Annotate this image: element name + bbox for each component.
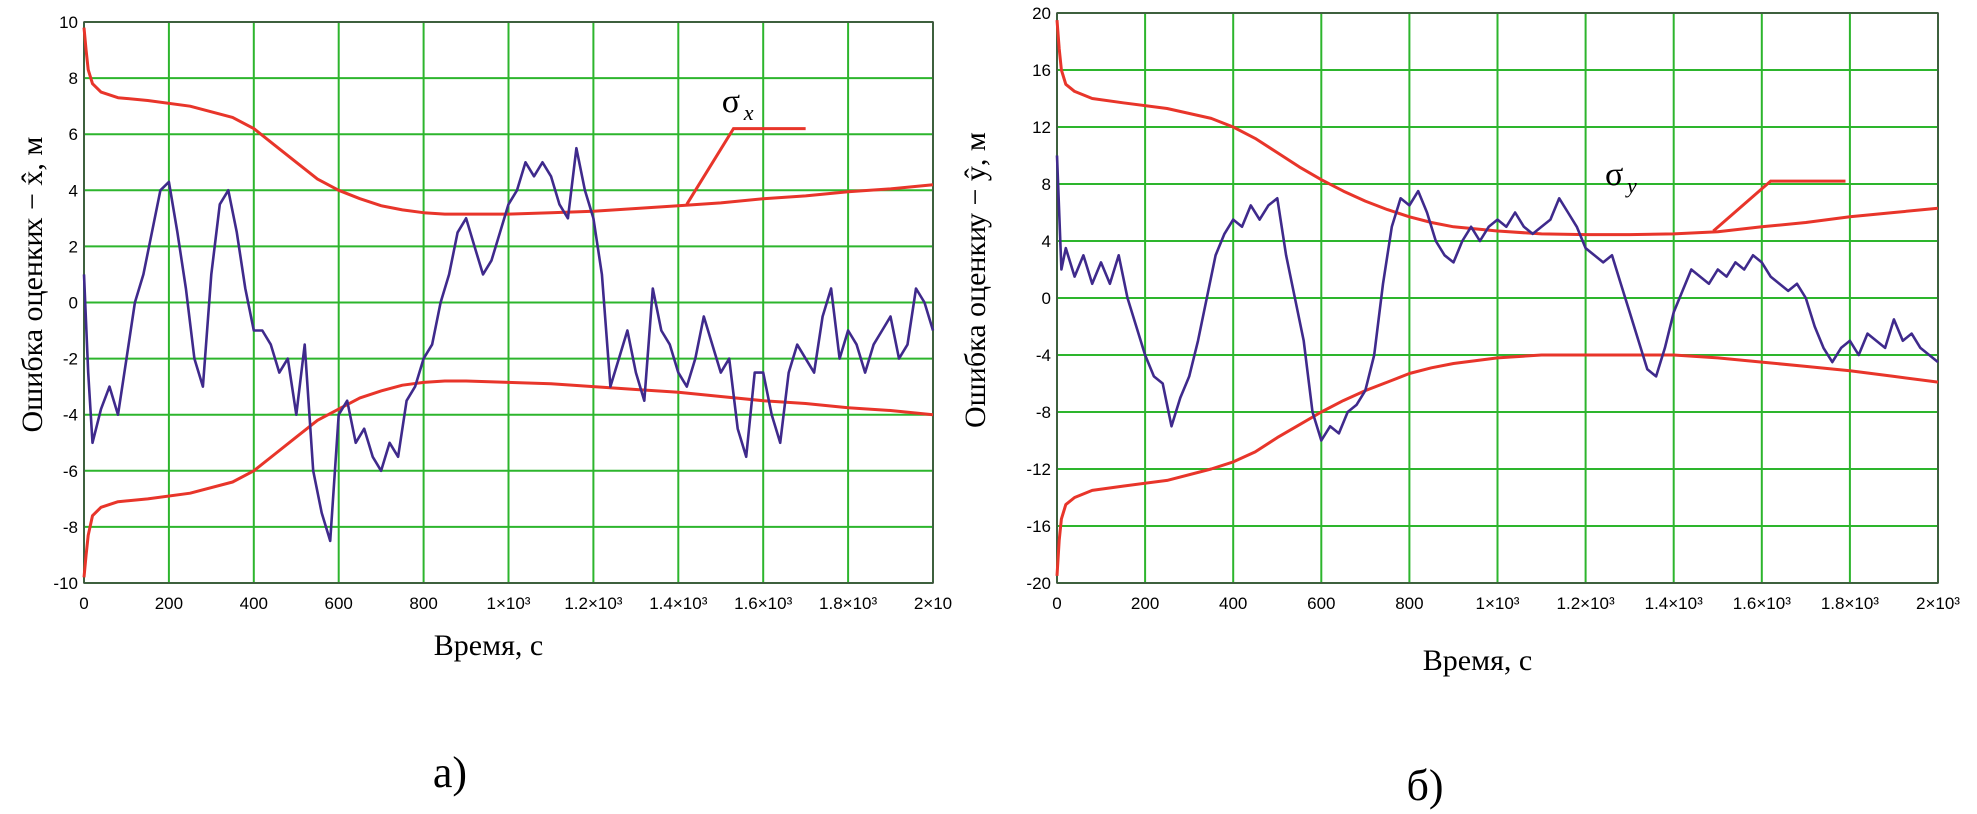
chart-a-y-axis-title: Ошибка оценки: [16, 230, 49, 432]
chart-a-x-tick-label: 1.4×10³: [649, 594, 707, 613]
chart-a-y-tick-label: -10: [53, 574, 78, 593]
chart-b: 0 200 400 600 800 1×10³ 1.2×10³ 1.4×10³ 1.6×10³ 1…: [959, 4, 1960, 810]
chart-a-series-sigma-lower: [82, 379, 934, 578]
chart-b-x-tick-label: 1×10³: [1476, 594, 1520, 613]
chart-b-y-tick-label: -20: [1026, 574, 1051, 593]
chart-b-frame: [1056, 12, 1939, 584]
chart-a-y-tick-label: 8: [69, 69, 78, 88]
chart-b-y-tick-label: 20: [1032, 4, 1051, 23]
chart-a-annotation-leader: [685, 127, 806, 206]
chart-a-x-tick-label: 1.6×10³: [734, 594, 792, 613]
chart-b-y-tick-label: -8: [1036, 403, 1051, 422]
chart-b-y-tick-label: 16: [1032, 61, 1051, 80]
chart-b-annotation-leader: [1712, 179, 1846, 233]
chart-a-annotation-sigma: σ: [722, 83, 740, 120]
chart-b-y-tick-label: 12: [1032, 118, 1051, 137]
chart-b-x-tick-label: 600: [1307, 594, 1335, 613]
chart-b-x-axis-title: Время, с: [1423, 644, 1532, 677]
chart-b-y-axis-expression: y − ŷ, м: [959, 132, 992, 228]
chart-a-x-tick-label: 600: [325, 594, 353, 613]
chart-b-y-tick-label: 4: [1042, 232, 1051, 251]
chart-b-annotation-subscript: y: [1625, 173, 1637, 198]
chart-a-series-estimation-error: [82, 146, 935, 543]
chart-b-y-tick-label: -16: [1026, 517, 1051, 536]
chart-b-x-tick-label: 2×10³: [1916, 594, 1960, 613]
chart-a-y-tick-label: 4: [69, 181, 78, 200]
chart-b-x-tick-label: 0: [1052, 594, 1061, 613]
chart-a-y-tick-label: 10: [59, 13, 78, 32]
chart-a-x-tick-label: 400: [240, 594, 268, 613]
chart-a-x-tick-label: 1×10³: [487, 594, 531, 613]
chart-b-y-axis-title: Ошибка оценки: [959, 226, 992, 428]
chart-b-y-tick-label: -12: [1026, 460, 1051, 479]
chart-a-x-tick-label: 1.2×10³: [564, 594, 622, 613]
chart-a-series-sigma-upper: [82, 27, 934, 216]
chart-a-x-axis-title: Время, с: [434, 629, 543, 662]
chart-b-y-tick-label: 0: [1042, 289, 1051, 308]
chart-a-y-tick-label: -8: [63, 518, 78, 537]
chart-a-x-tick-label: 1.8×10³: [819, 594, 877, 613]
chart-b-x-tick-label: 1.6×10³: [1733, 594, 1791, 613]
chart-b-x-tick-label: 1.4×10³: [1645, 594, 1703, 613]
chart-b-y-tick-label: -4: [1036, 346, 1051, 365]
chart-a-y-tick-label: -4: [63, 406, 78, 425]
chart-a: 0 200 400 600 800 1×10³ 1.2×10³ 1.4×10³ 1.6×10³ 1…: [16, 13, 952, 797]
chart-b-x-tick-label: 1.2×10³: [1557, 594, 1615, 613]
chart-a-x-tick-label: 800: [409, 594, 437, 613]
chart-a-y-tick-label: -2: [63, 350, 78, 369]
chart-a-y-tick-label: 2: [69, 237, 78, 256]
chart-a-annotation-subscript: x: [743, 100, 754, 125]
chart-b-x-tick-label: 1.8×10³: [1821, 594, 1879, 613]
chart-a-caption: а): [433, 748, 467, 797]
chart-b-annotation-sigma: σ: [1605, 156, 1623, 193]
chart-a-x-tick-label: 0: [79, 594, 88, 613]
chart-b-y-tick-label: 8: [1042, 175, 1051, 194]
chart-a-x-tick-label: 2×10: [914, 594, 952, 613]
chart-b-x-tick-label: 200: [1131, 594, 1159, 613]
chart-a-x-tick-label: 200: [155, 594, 183, 613]
chart-b-series-estimation-error: [1055, 155, 1939, 442]
chart-b-x-tick-label: 800: [1395, 594, 1423, 613]
chart-b-series-sigma-upper: [1055, 19, 1939, 237]
chart-a-y-tick-label: 6: [69, 125, 78, 144]
chart-b-x-tick-label: 400: [1219, 594, 1247, 613]
chart-a-y-tick-label: -6: [63, 462, 78, 481]
chart-b-caption: б): [1406, 761, 1443, 810]
chart-a-y-tick-label: 0: [69, 294, 78, 313]
chart-a-y-axis-expression: x − x̂, м: [16, 137, 49, 233]
